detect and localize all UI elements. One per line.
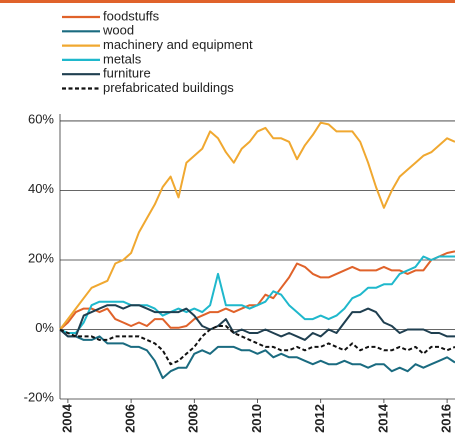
legend-label: machinery and equipment <box>103 37 253 52</box>
x-tick-label: 2006 <box>123 404 138 433</box>
series-line <box>59 328 455 380</box>
y-tick-label: 20% <box>28 250 54 265</box>
legend-label: foodstuffs <box>103 8 160 23</box>
x-tick-label: 2008 <box>186 404 201 433</box>
x-tick-label: 2010 <box>249 404 264 433</box>
legend-label: metals <box>103 51 142 66</box>
series-line <box>59 325 455 366</box>
legend-label: prefabricated buildings <box>103 80 234 95</box>
x-tick-label: 2016 <box>439 404 454 433</box>
x-tick-label: 2012 <box>312 404 327 433</box>
y-tick-label: 60% <box>28 111 54 126</box>
series-line <box>59 121 455 331</box>
series-line <box>59 250 455 331</box>
y-tick-label: 0% <box>35 320 54 335</box>
series-line <box>59 304 455 341</box>
x-tick-label: 2014 <box>375 403 390 433</box>
legend-label: wood <box>102 23 134 38</box>
legend-label: furniture <box>103 66 151 81</box>
x-tick-label: 2004 <box>59 403 74 433</box>
y-tick-label: -20% <box>24 389 55 404</box>
series-line <box>59 255 455 334</box>
y-tick-label: 40% <box>28 181 54 196</box>
top-rule <box>0 0 455 3</box>
